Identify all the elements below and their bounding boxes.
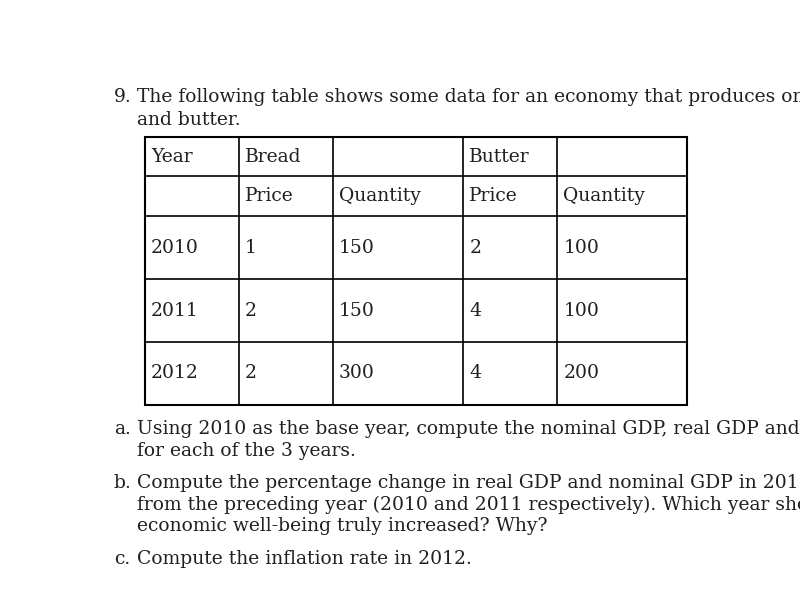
Text: 2010: 2010 (151, 239, 199, 257)
Text: Year: Year (151, 147, 193, 166)
Text: 1: 1 (245, 239, 257, 257)
Text: Price: Price (245, 187, 294, 205)
Text: 300: 300 (339, 365, 375, 383)
Text: 2011: 2011 (151, 301, 199, 320)
Text: economic well-being truly increased? Why?: economic well-being truly increased? Why… (138, 517, 548, 535)
Text: 2012: 2012 (151, 365, 199, 383)
Text: from the preceding year (2010 and 2011 respectively). Which year shows that: from the preceding year (2010 and 2011 r… (138, 495, 800, 514)
Text: 100: 100 (563, 239, 599, 257)
Text: Quantity: Quantity (563, 187, 646, 205)
Text: Bread: Bread (245, 147, 302, 166)
Text: and butter.: and butter. (138, 111, 241, 129)
Text: 2: 2 (470, 239, 482, 257)
Text: c.: c. (114, 550, 130, 567)
Text: b.: b. (114, 474, 132, 492)
Text: Price: Price (470, 187, 518, 205)
Text: Butter: Butter (470, 147, 530, 166)
Text: 4: 4 (470, 365, 482, 383)
Bar (145, 137, 687, 405)
Text: 150: 150 (339, 239, 375, 257)
Text: 200: 200 (563, 365, 599, 383)
Text: 4: 4 (470, 301, 482, 320)
Text: a.: a. (114, 420, 131, 438)
Text: Compute the inflation rate in 2012.: Compute the inflation rate in 2012. (138, 550, 472, 567)
Text: Using 2010 as the base year, compute the nominal GDP, real GDP and GDP deflator: Using 2010 as the base year, compute the… (138, 420, 800, 438)
Text: 2: 2 (245, 301, 257, 320)
Text: 2: 2 (245, 365, 257, 383)
Text: 9.: 9. (114, 88, 132, 106)
Text: Quantity: Quantity (339, 187, 421, 205)
Text: The following table shows some data for an economy that produces only 2 goods: b: The following table shows some data for … (138, 88, 800, 106)
Text: 100: 100 (563, 301, 599, 320)
Text: 150: 150 (339, 301, 375, 320)
Text: Compute the percentage change in real GDP and nominal GDP in 2011 and 2012: Compute the percentage change in real GD… (138, 474, 800, 492)
Text: for each of the 3 years.: for each of the 3 years. (138, 441, 356, 460)
